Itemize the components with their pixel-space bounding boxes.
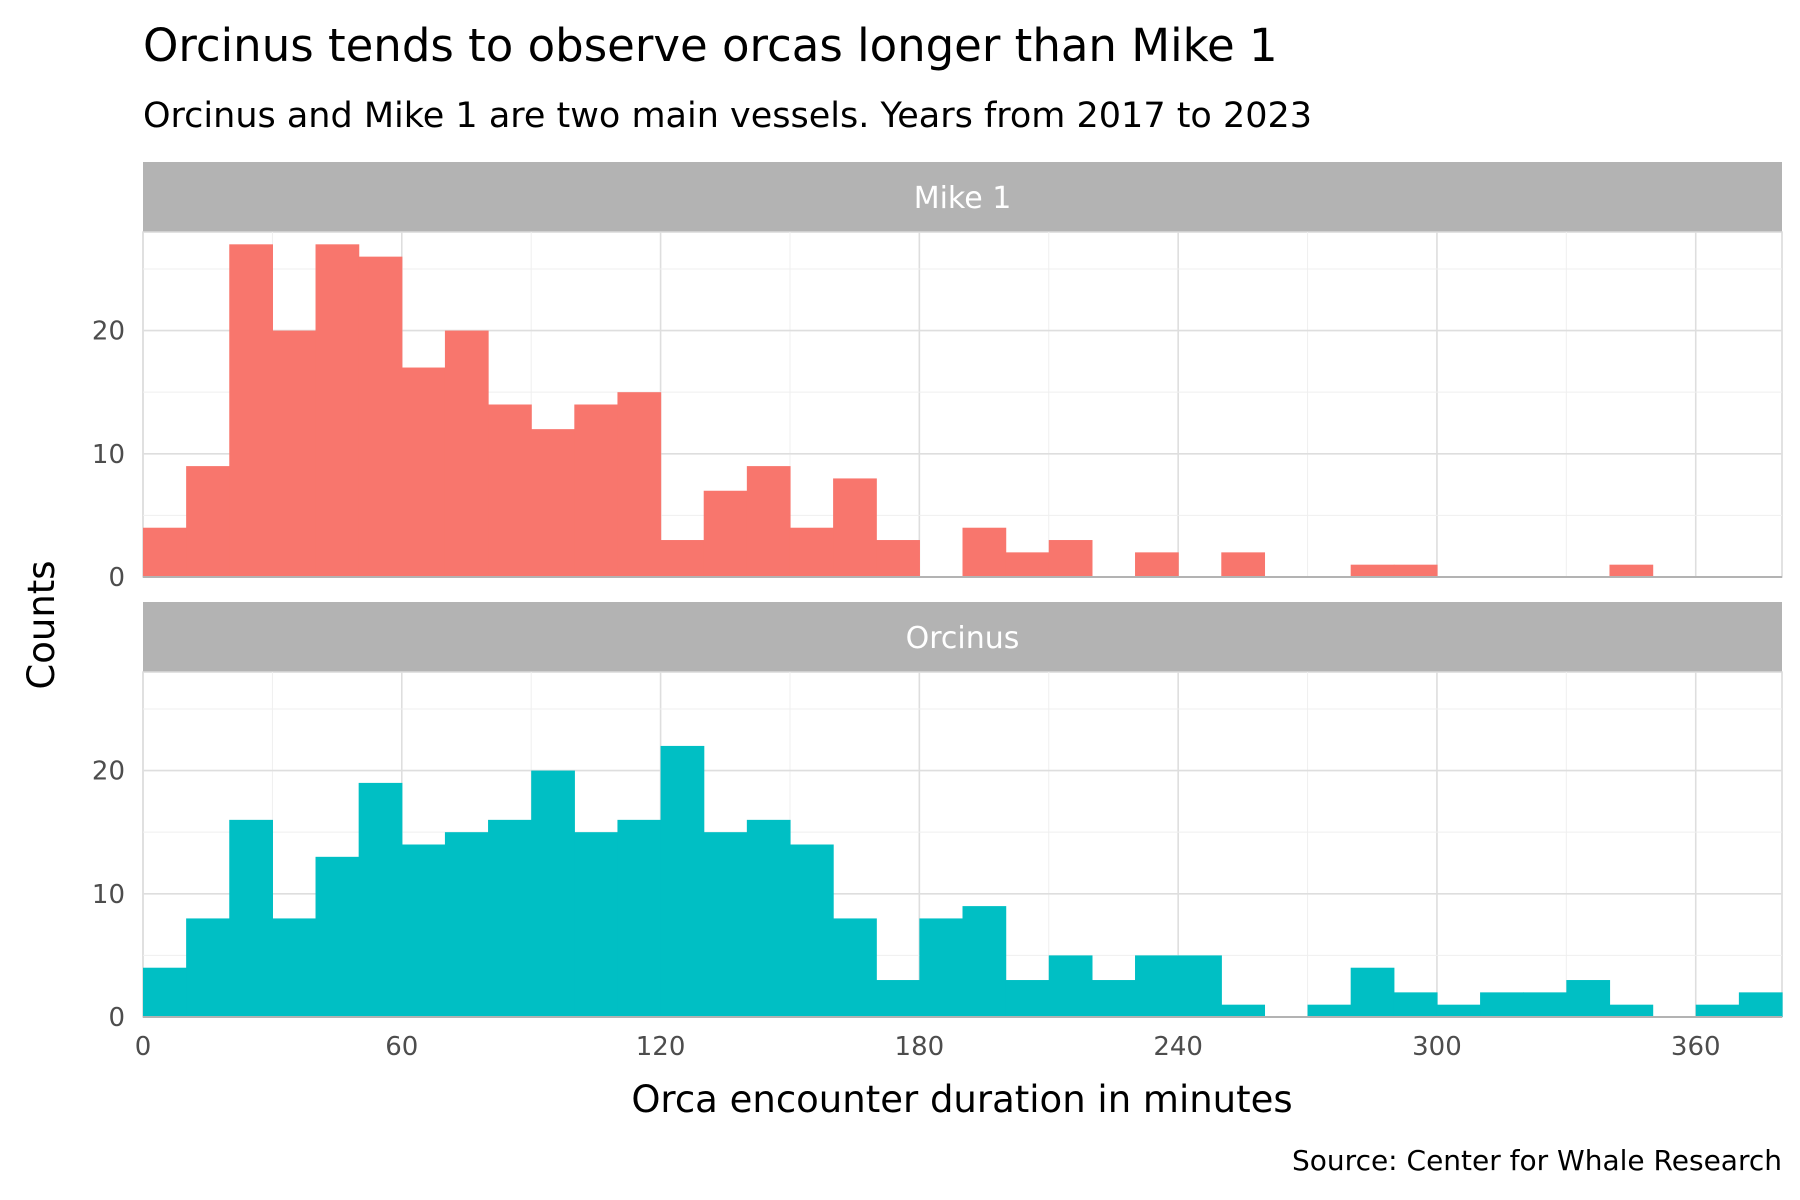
y-axis-title: Counts: [20, 560, 63, 689]
histogram-bar: [703, 490, 748, 577]
histogram-bar: [746, 466, 791, 577]
histogram-bar: [1609, 1004, 1654, 1017]
histogram-bar: [617, 392, 662, 577]
histogram-bar: [1695, 1004, 1740, 1017]
x-tick-label: 360: [1671, 1032, 1721, 1062]
chart-caption: Source: Center for Whale Research: [1292, 1144, 1782, 1177]
histogram-bar: [1523, 992, 1567, 1017]
histogram-bar: [488, 404, 532, 577]
histogram-bar: [272, 918, 317, 1017]
histogram-bar: [1393, 564, 1438, 577]
histogram-bar: [401, 844, 446, 1017]
panel-1: Orcinus 0 10 20: [92, 602, 1783, 1033]
histogram-bar: [1436, 1004, 1481, 1017]
histogram-bar: [919, 918, 964, 1017]
facet-strip-label: Orcinus: [906, 621, 1020, 656]
histogram-bar: [789, 844, 834, 1017]
chart-title: Orcinus tends to observe orcas longer th…: [143, 19, 1278, 72]
histogram-bar: [186, 918, 230, 1017]
histogram-bar: [401, 367, 446, 577]
facet-panels: Mike 1 0 10 20 Orcinus 0 10 20 0 60 120 180 240 300 36…: [92, 162, 1783, 1062]
histogram-bar: [1048, 955, 1093, 1017]
histogram-bar: [1221, 1004, 1266, 1017]
y-tick-label: 0: [108, 563, 125, 593]
histogram-bar: [1005, 980, 1050, 1017]
histogram-bar: [833, 478, 877, 577]
x-tick-label: 60: [385, 1032, 418, 1062]
histogram-bar: [1048, 540, 1093, 577]
histogram-bar: [358, 256, 403, 577]
x-tick-label: 240: [1153, 1032, 1203, 1062]
histogram-bar: [272, 330, 317, 577]
histogram-bar: [1738, 992, 1783, 1017]
histogram-bar: [531, 770, 575, 1017]
histogram-bar: [574, 404, 619, 577]
histogram-bar: [444, 330, 489, 577]
histogram-bar: [876, 540, 920, 577]
y-tick-label: 0: [108, 1003, 125, 1033]
histogram-bar: [444, 832, 489, 1017]
histogram-bar: [1393, 992, 1438, 1017]
histogram-bar: [789, 527, 834, 577]
histogram-bar: [1135, 552, 1179, 577]
histogram-bar: [833, 918, 877, 1017]
histogram-bar: [531, 429, 575, 577]
x-tick-label: 300: [1412, 1032, 1462, 1062]
panel-0: Mike 1 0 10 20: [92, 162, 1783, 593]
histogram-bar: [617, 819, 662, 1017]
histogram-bar: [574, 832, 619, 1017]
y-tick-label: 10: [92, 440, 125, 470]
facet-strip: [143, 602, 1782, 672]
histogram-bar: [358, 782, 403, 1017]
x-tick-label: 180: [895, 1032, 945, 1062]
x-tick-label: 0: [135, 1032, 152, 1062]
histogram-bar: [1350, 967, 1395, 1017]
x-tick-label: 120: [636, 1032, 686, 1062]
histogram-bar: [962, 527, 1007, 577]
histogram-bar: [1178, 955, 1222, 1017]
histogram-bar: [703, 832, 748, 1017]
histogram-bar: [488, 819, 532, 1017]
histogram-bar: [1566, 980, 1611, 1017]
histogram-bar: [660, 540, 705, 577]
histogram-bar: [143, 967, 187, 1017]
histogram-bar: [1350, 564, 1395, 577]
facet-strip: [143, 162, 1782, 232]
histogram-bar: [229, 819, 273, 1017]
histogram-bar: [1221, 552, 1266, 577]
y-tick-label: 10: [92, 880, 125, 910]
chart-subtitle: Orcinus and Mike 1 are two main vessels.…: [143, 96, 1312, 136]
histogram-bar: [876, 980, 920, 1017]
histogram-bar: [746, 819, 791, 1017]
histogram-bar: [186, 466, 230, 577]
histogram-bar: [962, 906, 1007, 1017]
y-tick-label: 20: [92, 757, 125, 787]
x-axis-title: Orca encounter duration in minutes: [631, 1078, 1292, 1121]
histogram-bar: [315, 856, 360, 1017]
histogram-bar: [1307, 1004, 1352, 1017]
histogram-bar: [1609, 564, 1654, 577]
histogram-bar: [229, 244, 273, 578]
histogram-bar: [1135, 955, 1179, 1017]
histogram-bar: [143, 527, 187, 577]
histogram-bar: [1480, 992, 1524, 1017]
histogram-bar: [1005, 552, 1050, 577]
histogram-bar: [315, 244, 360, 578]
histogram-bar: [1091, 980, 1136, 1017]
facet-strip-label: Mike 1: [914, 181, 1012, 216]
histogram-bar: [660, 745, 705, 1017]
y-tick-label: 20: [92, 317, 125, 347]
